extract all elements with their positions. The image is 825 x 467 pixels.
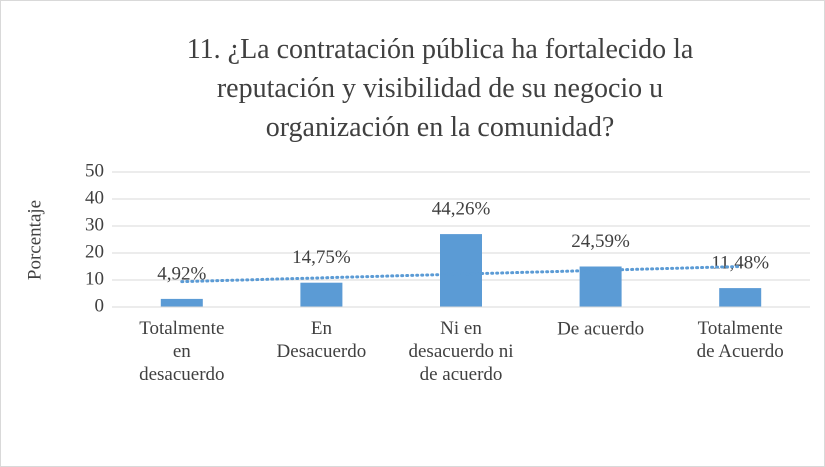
- x-tick-label: Totalmente de Acuerdo: [697, 318, 784, 362]
- x-tick-label: De acuerdo: [557, 318, 644, 339]
- y-axis-label: Porcentaje: [24, 200, 45, 280]
- data-label: 14,75%: [292, 247, 351, 268]
- y-tick-label: 20: [85, 241, 104, 262]
- data-label: 11,48%: [711, 252, 769, 273]
- bar: [579, 266, 622, 307]
- y-tick-label: 30: [85, 214, 104, 235]
- y-tick-label: 50: [85, 160, 104, 181]
- bar: [160, 298, 203, 307]
- data-label: 24,59%: [571, 231, 630, 252]
- bar: [300, 282, 343, 307]
- bar: [719, 288, 762, 307]
- x-tick-label: Totalmente en desacuerdo: [139, 318, 224, 385]
- data-label: 4,92%: [157, 263, 206, 284]
- data-label: 44,26%: [432, 198, 491, 219]
- x-tick-label: Ni en desacuerdo ni de acuerdo: [409, 318, 514, 385]
- x-tick-label: En Desacuerdo: [277, 318, 367, 362]
- y-tick-label: 40: [85, 187, 104, 208]
- bar: [440, 234, 482, 307]
- y-tick-label: 0: [95, 295, 105, 316]
- y-tick-label: 10: [85, 268, 104, 289]
- chart-title: 11. ¿La contratación pública ha fortalec…: [187, 34, 694, 143]
- trendline: [180, 265, 742, 284]
